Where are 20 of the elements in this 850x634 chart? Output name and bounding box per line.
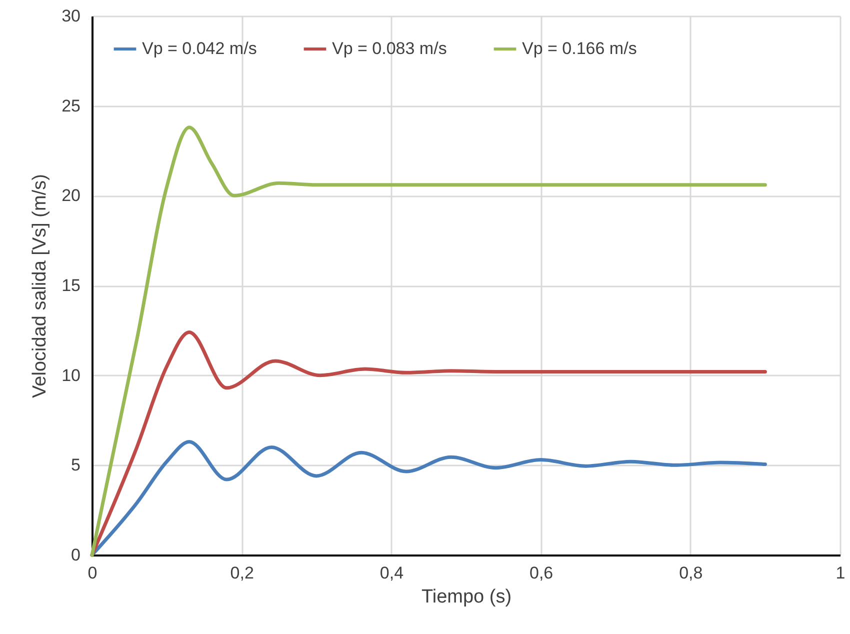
- x-axis-title: Tiempo (s): [421, 586, 512, 608]
- y-tick-label: 15: [62, 276, 80, 295]
- x-tick-label: 0,8: [679, 564, 703, 582]
- x-tick-label: 1: [836, 564, 846, 582]
- y-axis-title: Velocidad salida [Vs] (m/s): [30, 174, 51, 398]
- legend-label: Vp = 0.083 m/s: [332, 39, 447, 58]
- x-tick-label: 0,4: [380, 564, 404, 582]
- y-tick-label: 0: [71, 546, 80, 564]
- legend-label: Vp = 0.042 m/s: [142, 39, 257, 58]
- line-series: [90, 330, 767, 557]
- y-tick-label: 5: [71, 456, 80, 475]
- y-tick-label: 30: [62, 6, 80, 26]
- y-tick-label: 20: [62, 186, 80, 206]
- x-tick-label: 0,2: [230, 564, 254, 582]
- y-tick-label: 25: [62, 96, 80, 116]
- legend-label: Vp = 0.166 m/s: [522, 39, 637, 58]
- x-tick-label: 0: [88, 564, 98, 582]
- line-series: [90, 126, 767, 557]
- y-tick-label: 10: [62, 366, 80, 385]
- x-tick-label: 0,6: [529, 564, 554, 582]
